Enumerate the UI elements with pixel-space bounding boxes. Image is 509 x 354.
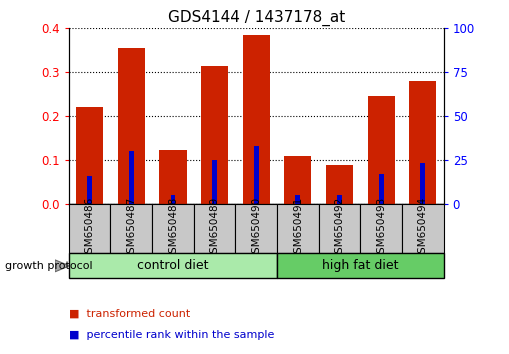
Bar [212, 160, 217, 204]
Bar [284, 156, 311, 204]
Bar [69, 204, 110, 253]
Bar [318, 204, 360, 253]
Text: high fat diet: high fat diet [322, 259, 398, 272]
Bar [235, 204, 276, 253]
Bar [118, 48, 145, 204]
Text: ■  percentile rank within the sample: ■ percentile rank within the sample [69, 330, 274, 340]
Bar [276, 204, 318, 253]
Bar [253, 146, 258, 204]
Bar [76, 107, 103, 204]
Text: GSM650494: GSM650494 [417, 197, 427, 260]
Text: ■  transformed count: ■ transformed count [69, 308, 190, 318]
Bar [419, 163, 425, 204]
Bar [378, 174, 383, 204]
Bar [336, 195, 342, 204]
Bar [201, 65, 228, 204]
Bar [129, 151, 133, 204]
Text: GSM650486: GSM650486 [84, 197, 95, 260]
Bar [87, 176, 92, 204]
Title: GDS4144 / 1437178_at: GDS4144 / 1437178_at [167, 9, 344, 25]
Bar [152, 204, 193, 253]
Text: growth protocol: growth protocol [5, 261, 93, 271]
Bar [401, 204, 443, 253]
Text: GSM650489: GSM650489 [209, 197, 219, 260]
Bar [409, 81, 436, 204]
Text: GSM650488: GSM650488 [167, 197, 178, 260]
Polygon shape [55, 260, 69, 272]
Text: GSM650492: GSM650492 [334, 197, 344, 260]
Bar [367, 96, 394, 204]
Bar [360, 204, 401, 253]
Bar [276, 253, 443, 278]
Text: GSM650487: GSM650487 [126, 197, 136, 260]
Bar [193, 204, 235, 253]
Bar [170, 195, 175, 204]
Text: GSM650490: GSM650490 [251, 197, 261, 260]
Bar [325, 165, 352, 204]
Bar [295, 195, 300, 204]
Bar [242, 35, 269, 204]
Text: control diet: control diet [137, 259, 208, 272]
Bar [69, 253, 276, 278]
Bar [110, 204, 152, 253]
Bar [159, 150, 186, 204]
Text: GSM650493: GSM650493 [376, 197, 385, 260]
Text: GSM650491: GSM650491 [292, 197, 302, 260]
